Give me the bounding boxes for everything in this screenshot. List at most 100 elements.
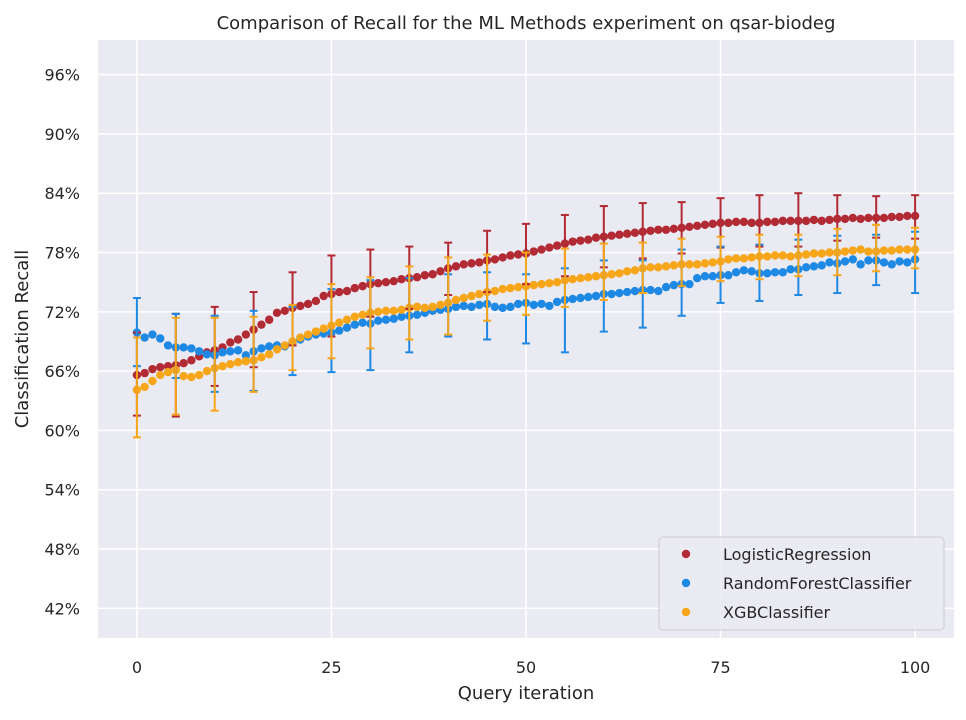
data-point — [895, 257, 904, 266]
data-point — [661, 225, 671, 234]
data-point — [350, 312, 359, 321]
y-tick-label: 60% — [44, 421, 80, 440]
data-point — [319, 324, 328, 333]
legend-marker — [681, 549, 691, 559]
data-point — [879, 213, 889, 223]
data-point — [163, 341, 173, 350]
data-point — [708, 258, 717, 267]
error-bars — [132, 192, 920, 439]
data-point — [786, 252, 795, 261]
data-point — [467, 302, 476, 312]
data-point — [739, 217, 749, 227]
data-point — [568, 294, 577, 304]
data-point — [770, 217, 780, 227]
data-point — [879, 246, 889, 255]
data-point — [428, 302, 437, 312]
error-bar — [638, 241, 647, 295]
data-point — [428, 270, 437, 279]
data-point — [498, 284, 507, 294]
data-point — [693, 221, 702, 231]
data-point — [630, 266, 640, 275]
y-tick-label: 54% — [44, 481, 80, 500]
data-point — [879, 258, 889, 267]
error-bar — [677, 237, 686, 288]
data-point — [654, 225, 663, 234]
data-point — [669, 280, 679, 290]
data-point — [903, 258, 912, 267]
data-point — [607, 270, 616, 279]
data-point — [630, 228, 640, 237]
data-point — [257, 320, 266, 329]
error-bar — [716, 235, 725, 283]
error-bar — [911, 226, 920, 270]
legend: LogisticRegression RandomForestClassifier… — [658, 536, 945, 631]
data-point — [763, 217, 772, 227]
data-point — [498, 253, 507, 262]
data-point — [630, 286, 640, 296]
error-bar — [405, 265, 414, 341]
data-point — [389, 314, 398, 323]
data-point — [420, 303, 430, 313]
data-point — [358, 318, 367, 327]
y-tick-label: 42% — [44, 599, 80, 618]
data-point — [467, 259, 476, 268]
data-point — [514, 250, 523, 259]
data-point — [887, 260, 896, 269]
data-point — [545, 243, 554, 252]
legend-marker — [681, 578, 691, 588]
data-point — [148, 330, 157, 339]
data-point — [825, 248, 834, 257]
data-point — [490, 255, 500, 264]
data-point — [708, 219, 717, 229]
data-point — [218, 348, 227, 357]
data-point — [646, 285, 655, 295]
data-point — [296, 301, 305, 311]
data-point — [700, 272, 710, 281]
data-point — [311, 296, 321, 306]
data-point — [241, 357, 251, 366]
data-point — [615, 269, 624, 278]
data-point — [265, 350, 274, 359]
data-point — [654, 286, 663, 296]
data-point — [412, 302, 422, 312]
data-point — [187, 344, 196, 353]
data-point — [490, 302, 500, 312]
data-point — [459, 301, 468, 311]
data-point — [576, 236, 585, 245]
data-point — [280, 306, 289, 316]
error-bar — [833, 227, 842, 277]
data-point — [412, 273, 422, 282]
data-point — [265, 342, 274, 351]
data-point — [848, 213, 858, 223]
data-point — [420, 271, 430, 280]
data-point — [622, 287, 632, 297]
data-point — [817, 249, 826, 258]
data-point — [809, 249, 819, 258]
data-point — [724, 255, 733, 264]
data-point — [381, 277, 391, 287]
x-tick-label: 25 — [321, 658, 341, 677]
data-point — [708, 272, 717, 281]
data-point — [856, 214, 865, 224]
error-bar — [132, 336, 141, 439]
data-point — [817, 261, 826, 270]
error-bar — [444, 256, 453, 336]
data-point — [584, 273, 593, 282]
data-point — [514, 299, 523, 309]
data-point — [739, 254, 749, 263]
data-point — [778, 251, 787, 260]
data-point — [148, 376, 157, 386]
data-point — [156, 334, 165, 343]
data-point — [451, 262, 461, 271]
data-point — [840, 247, 850, 256]
data-point — [506, 302, 515, 312]
data-point — [194, 370, 204, 380]
data-point — [840, 214, 850, 224]
error-bar — [366, 276, 375, 350]
data-point — [537, 299, 546, 309]
data-point — [622, 267, 632, 276]
data-point — [389, 276, 398, 286]
data-point — [358, 310, 367, 319]
data-point — [412, 310, 422, 319]
